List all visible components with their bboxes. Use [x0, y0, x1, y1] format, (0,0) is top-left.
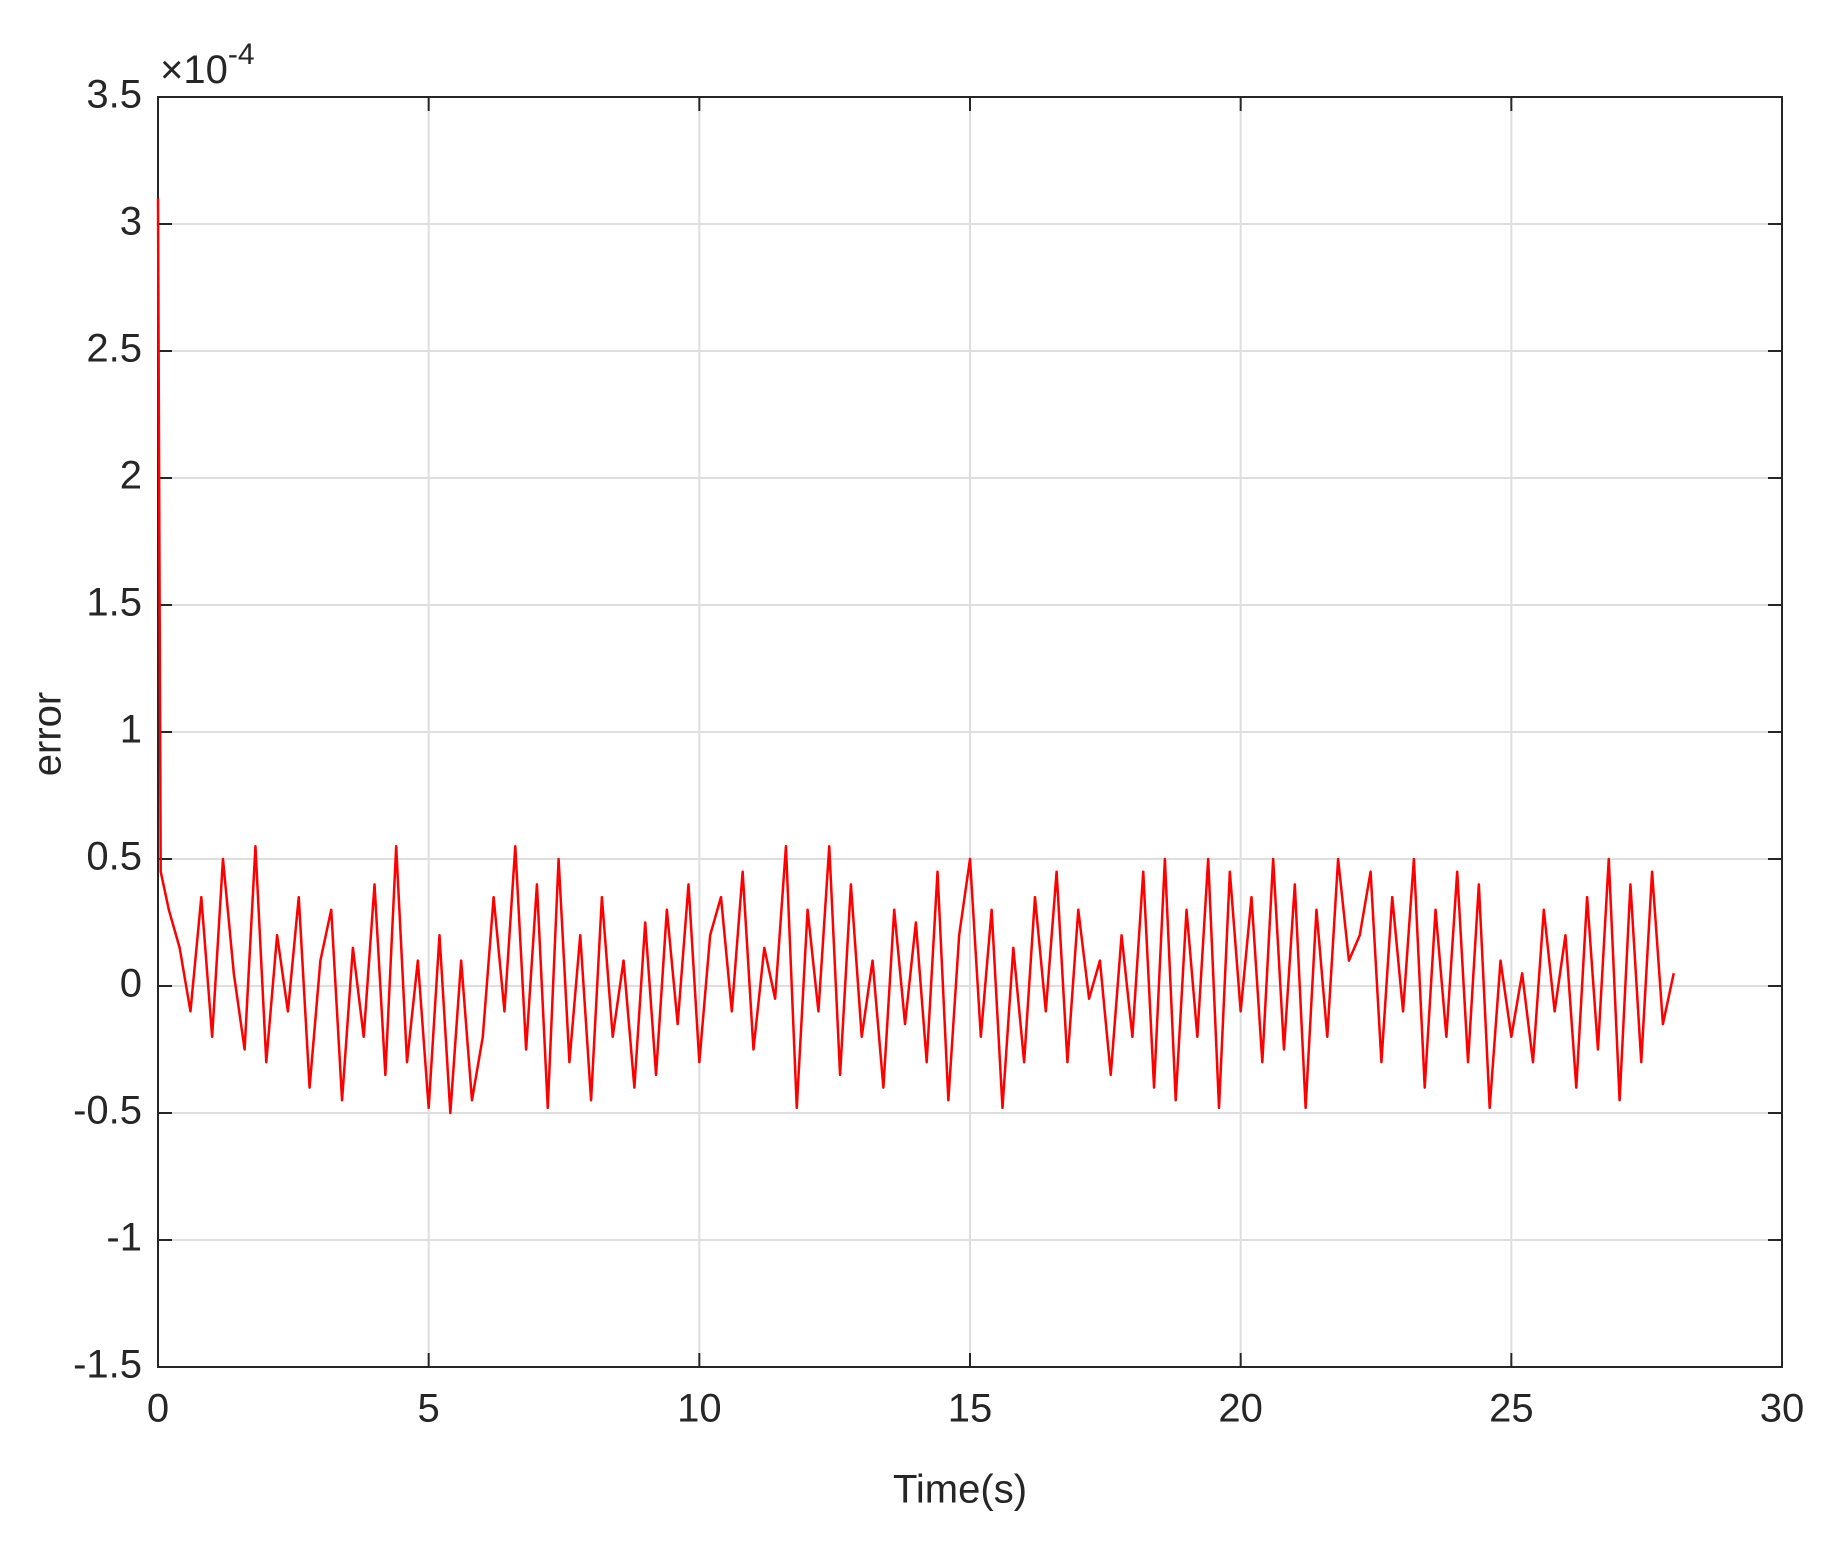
x-tick-label: 5 [418, 1387, 440, 1431]
y-tick-label: -1 [106, 1216, 142, 1260]
x-tick-label: 15 [948, 1387, 993, 1431]
y-tick-label: 0 [120, 962, 142, 1006]
y-tick-label: 3.5 [86, 73, 142, 117]
exponent-base: ×10 [160, 48, 228, 92]
x-tick-label: 10 [677, 1387, 722, 1431]
y-axis-label: error [26, 692, 70, 776]
x-tick-label: 30 [1760, 1387, 1805, 1431]
exponent-power: -4 [228, 38, 255, 71]
y-tick-label: -1.5 [73, 1343, 142, 1387]
y-tick-label: 0.5 [86, 835, 142, 879]
y-tick-label: -0.5 [73, 1089, 142, 1133]
y-exponent: ×10-4 [160, 38, 255, 92]
y-tick-label: 1 [120, 708, 142, 752]
data-line [156, 198, 1675, 1115]
y-tick-label: 3 [120, 200, 142, 244]
x-axis-label: Time(s) [893, 1468, 1027, 1512]
y-tick-label: 1.5 [86, 581, 142, 625]
x-tick-label: 20 [1218, 1387, 1263, 1431]
plot-frame [157, 96, 1783, 1368]
y-tick-label: 2 [120, 454, 142, 498]
y-tick-label: 2.5 [86, 327, 142, 371]
x-tick-label: 0 [147, 1387, 169, 1431]
x-tick-label: 25 [1489, 1387, 1534, 1431]
